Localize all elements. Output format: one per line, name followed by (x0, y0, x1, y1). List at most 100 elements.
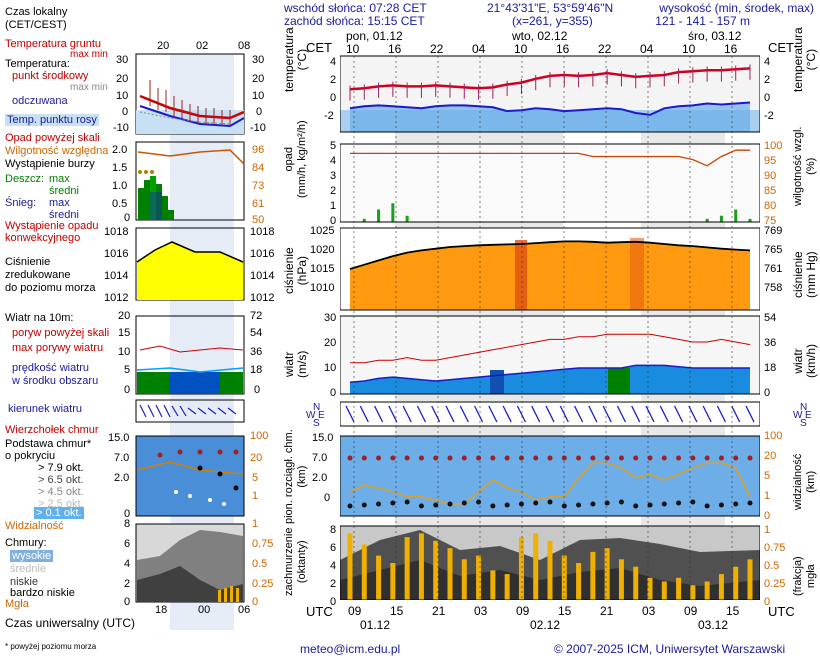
temp-right-label: temperatura (°C) (791, 27, 818, 92)
axis-tick: 80 (764, 200, 777, 212)
compass-e: E (318, 410, 325, 421)
axis-tick: 0 (330, 92, 337, 104)
utc-label: Czas uniwersalny (UTC) (5, 616, 136, 630)
legend-wind-chart (135, 315, 245, 395)
cloud-base-dot (404, 499, 410, 505)
day-top: wto, 02.12 (512, 29, 568, 43)
axis-tick: 0 (324, 492, 331, 504)
cloud-base-dot (533, 500, 539, 506)
hour-bottom: 09 (348, 604, 362, 618)
legend-cloud-chart (135, 435, 245, 517)
cloud-base-dot (376, 501, 382, 507)
axis-tick: 7.0 (312, 452, 328, 464)
hour-top: 10 (682, 42, 696, 56)
fog-bar (690, 585, 696, 600)
cloud-top-label: Wierzchołek chmur (5, 424, 99, 436)
local-hour: 20 (157, 40, 170, 52)
axis-tick: 2 (330, 578, 337, 590)
hour-bottom: 09 (516, 604, 530, 618)
day-bottom: 01.12 (360, 618, 391, 632)
height-title: wysokość (min, środek, max) (659, 1, 814, 15)
footer-copyright: © 2007-2025 ICM, Uniwersytet Warszawski (554, 642, 786, 656)
grid-text: (x=261, y=355) (512, 14, 593, 28)
fog-bars (347, 533, 753, 600)
cloud-top-dot (747, 455, 753, 461)
cover-left-label: zachmurzenie (oktanty) (283, 527, 308, 596)
ltick: 0 (124, 596, 131, 608)
cloud-base-dot (361, 502, 367, 508)
cloud-base-dot (490, 503, 496, 509)
cover-title: Chmury: (5, 537, 47, 549)
ltick: 8 (124, 518, 131, 530)
wind-direction-arrow (345, 405, 355, 423)
hour-top: 16 (724, 42, 738, 56)
cloud-top-dot (676, 455, 682, 461)
precip-bar (391, 203, 395, 222)
fog-bar (733, 566, 739, 600)
cloud-base-dot (733, 501, 739, 507)
axis-tick: 0 (764, 510, 771, 522)
wind-direction-arrow (588, 405, 598, 423)
wind-direction-arrow (631, 405, 641, 423)
ltick: 6 (124, 538, 131, 550)
cloud-top-dot (618, 455, 624, 461)
cloud-left-label: pion. rozciągł. chm. (km) (283, 429, 308, 524)
precip-above-scale-label: Opad powyżej skali (5, 132, 100, 144)
axis-tick: 8 (330, 524, 337, 536)
fog-bar (447, 548, 453, 600)
axis-tick: 100 (764, 430, 783, 442)
fog-bar (547, 540, 553, 600)
snow-label: Śnieg: (5, 197, 37, 209)
cloud-base-dot (676, 500, 682, 506)
ltick: 1012 (104, 292, 129, 304)
ltick: 0 (124, 508, 131, 520)
rtick: 1 (252, 518, 259, 530)
hour-top: 16 (388, 42, 402, 56)
rtick: 100 (250, 430, 269, 442)
felt-temperature-line (349, 101, 751, 116)
hour-top: 10 (514, 42, 528, 56)
humidity-line (350, 149, 750, 167)
fog-bar (433, 540, 439, 600)
axis-tick: 3 (330, 170, 337, 182)
precip-panel (340, 143, 760, 223)
precip-bar (405, 215, 409, 222)
pressure-left-label: ciśnienie (hPa) (282, 247, 309, 294)
axis-tick: 4 (330, 560, 337, 572)
compass-s: S (800, 418, 807, 429)
rtick: 54 (250, 327, 263, 339)
pressure-line (349, 240, 751, 270)
cloud-top-dot (390, 455, 396, 461)
hour-bottom: 15 (390, 604, 404, 618)
cloud-top-dot (547, 455, 553, 461)
axis-tick: 4 (330, 155, 337, 167)
axis-tick: 765 (764, 244, 783, 256)
cloud-base-dot (390, 500, 396, 506)
rtick: 5 (252, 472, 259, 484)
wind-direction-arrow (502, 405, 512, 423)
utc-label-right: UTC (768, 604, 795, 619)
cloud-top-dot (404, 455, 410, 461)
cloud-panel (340, 435, 760, 517)
cloud-base-dot (604, 500, 610, 506)
cloud-top-dot (718, 455, 724, 461)
ltick: 0 (124, 212, 131, 224)
rtick: 1014 (250, 270, 275, 282)
cloud-top-dot (461, 455, 467, 461)
footer-email[interactable]: meteo@icm.edu.pl (300, 642, 401, 656)
pressure-right-label: ciśnienie (mm Hg) (791, 251, 818, 298)
axis-tick: 4 (330, 56, 337, 68)
precip-bar (362, 218, 366, 222)
cloud-base-dot (518, 501, 524, 507)
fog-bar (504, 574, 510, 600)
axis-tick: 100 (764, 140, 783, 152)
ltick: 1.0 (112, 180, 128, 192)
legend-dir-chart (135, 399, 245, 423)
rtick: 0.75 (252, 538, 274, 550)
utc-hour: 00 (198, 604, 211, 616)
humidity-label: Wilgotność względna (5, 145, 109, 157)
pressure-area (350, 241, 750, 310)
cloud-base-dot (476, 499, 482, 505)
wind-direction-arrow (602, 405, 612, 423)
sunset-text: zachód słońca: 15:15 CET (284, 14, 425, 28)
